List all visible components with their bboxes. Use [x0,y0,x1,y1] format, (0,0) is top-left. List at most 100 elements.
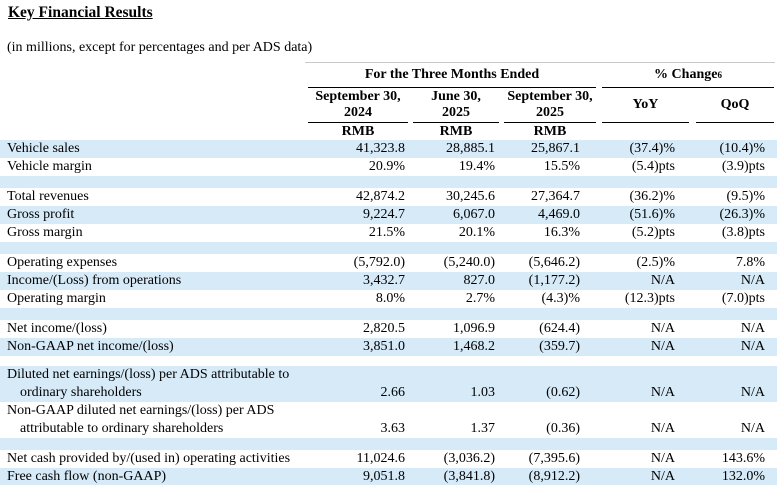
cell-june-30-2025: (3,841.8) [443,469,495,484]
table-row: Total revenues 42,874.2 30,245.6 27,364.… [0,188,777,206]
cell-qoq: 143.6% [721,451,765,466]
table-row: Income/(Loss) from operations 3,432.7 82… [0,272,777,290]
cell-june-30-2025: 28,885.1 [446,141,495,156]
column-header-yoy: YoY [602,88,689,123]
currency-unit-row: RMB RMB RMB [0,123,777,140]
cell-september-30-2025: 16.3% [543,225,580,240]
column-header-september-30-2025: September 30, 2025 [504,88,596,123]
cell-september-30-2025: (7,395.6) [528,451,580,466]
column-header-line2: 2025 [536,105,564,120]
row-label-line2: ordinary shareholders [20,385,142,400]
row-label: Non-GAAP diluted net earnings/(loss) per… [7,403,275,418]
table-row: Gross margin 21.5% 20.1% 16.3% (5.2)pts … [0,224,777,242]
cell-september-30-2025: 15.5% [543,159,580,174]
cell-september-30-2024: 9,051.8 [363,469,405,484]
column-header-line1: QoQ [720,97,750,112]
table-row: Operating margin 8.0% 2.7% (4.3)% (12.3)… [0,290,777,308]
cell-qoq: N/A [740,421,765,436]
row-label: Vehicle sales [7,141,80,156]
table-row: Operating expenses (5,792.0) (5,240.0) (… [0,254,777,272]
table-spacer-row [0,308,777,320]
row-label-cell: Diluted net earnings/(loss) per ADS attr… [0,366,308,402]
cell-qoq: 7.8% [735,255,765,270]
row-label-cell: Free cash flow (non-GAAP) [0,468,308,485]
cell-qoq: (9.5)% [726,189,766,204]
column-header-line1: September 30, [315,89,401,104]
group-header-label: For the Three Months Ended [364,66,540,82]
cell-yoy: N/A [650,321,675,336]
table-header: For the Three Months Ended % Change 6 Sep… [0,62,777,140]
key-financial-results-table: For the Three Months Ended % Change 6 Sep… [0,62,777,485]
cell-september-30-2024: 41,323.8 [356,141,405,156]
cell-september-30-2025: (0.36) [546,421,580,436]
cell-june-30-2025: 19.4% [458,159,495,174]
column-header-line1: June 30, [431,89,481,104]
cell-september-30-2024: 21.5% [368,225,405,240]
table-spacer-row [0,176,777,188]
group-header-pct-change: % Change 6 [602,62,774,88]
cell-qoq: (7.0)pts [721,291,765,306]
row-label: Net income/(loss) [7,321,107,336]
table-row: Net income/(loss) 2,820.5 1,096.9 (624.4… [0,320,777,338]
cell-june-30-2025: 1,468.2 [453,339,495,354]
row-label-line2: attributable to ordinary shareholders [20,421,224,436]
column-gap [689,88,696,123]
table-spacer-row [0,438,777,450]
group-header-label: % Change [654,66,718,82]
cell-june-30-2025: 1.37 [470,421,496,436]
cell-june-30-2025: (5,240.0) [443,255,495,270]
cell-june-30-2025: 827.0 [463,273,496,288]
label-column-spacer [0,123,308,140]
cell-qoq: N/A [740,385,765,400]
cell-june-30-2025: 30,245.6 [446,189,495,204]
cell-qoq: (3.9)pts [721,159,765,174]
cell-september-30-2024: 3,851.0 [363,339,405,354]
cell-yoy: N/A [650,339,675,354]
row-label-cell: Operating expenses [0,254,308,272]
cell-qoq: N/A [740,273,765,288]
column-header-line2: 2025 [442,105,470,120]
cell-june-30-2025: 1,096.9 [453,321,495,336]
row-label-cell: Vehicle sales [0,140,308,158]
cell-qoq: (3.8)pts [721,225,765,240]
table-row: Vehicle sales 41,323.8 28,885.1 25,867.1… [0,140,777,158]
table-row: Free cash flow (non-GAAP) 9,051.8 (3,841… [0,468,777,485]
cell-september-30-2025: (5,646.2) [528,255,580,270]
row-label-cell: Gross margin [0,224,308,242]
table-row: Gross profit 9,224.7 6,067.0 4,469.0 (51… [0,206,777,224]
table-row: Non-GAAP diluted net earnings/(loss) per… [0,402,777,438]
row-label: Net cash provided by/(used in) operating… [7,451,291,466]
row-label: Operating margin [7,291,106,306]
cell-qoq: N/A [740,339,765,354]
cell-september-30-2024: 2.66 [380,385,406,400]
row-label: Gross margin [7,225,83,240]
cell-september-30-2024: 11,024.6 [356,451,405,466]
cell-september-30-2024: 2,820.5 [363,321,405,336]
cell-september-30-2025: (624.4) [539,321,580,336]
table-row: Non-GAAP net income/(loss) 3,851.0 1,468… [0,338,777,356]
cell-yoy: N/A [650,469,675,484]
row-label-cell: Operating margin [0,290,308,308]
row-label-cell: Non-GAAP diluted net earnings/(loss) per… [0,402,308,438]
cell-qoq: 132.0% [721,469,765,484]
column-header-line2: 2024 [344,105,372,120]
cell-september-30-2025: (1,177.2) [528,273,580,288]
cell-yoy: (5.2)pts [631,225,675,240]
column-header-row: September 30, 2024 June 30, 2025 Septemb… [0,88,777,123]
cell-september-30-2024: 8.0% [375,291,405,306]
row-label-cell: Net cash provided by/(used in) operating… [0,450,308,468]
cell-september-30-2024: 9,224.7 [363,207,405,222]
group-header-three-months-ended: For the Three Months Ended [308,62,596,88]
row-label: Gross profit [7,207,75,222]
row-label-cell: Gross profit [0,206,308,224]
label-column-spacer [0,62,308,88]
table-row: Diluted net earnings/(loss) per ADS attr… [0,366,777,402]
cell-september-30-2025: (8,912.2) [528,469,580,484]
cell-yoy: N/A [650,421,675,436]
cell-yoy: (5.4)pts [631,159,675,174]
cell-september-30-2024: 20.9% [368,159,405,174]
unit-label-rmb: RMB [439,124,473,139]
cell-june-30-2025: 6,067.0 [453,207,495,222]
table-top-rule [305,62,775,63]
